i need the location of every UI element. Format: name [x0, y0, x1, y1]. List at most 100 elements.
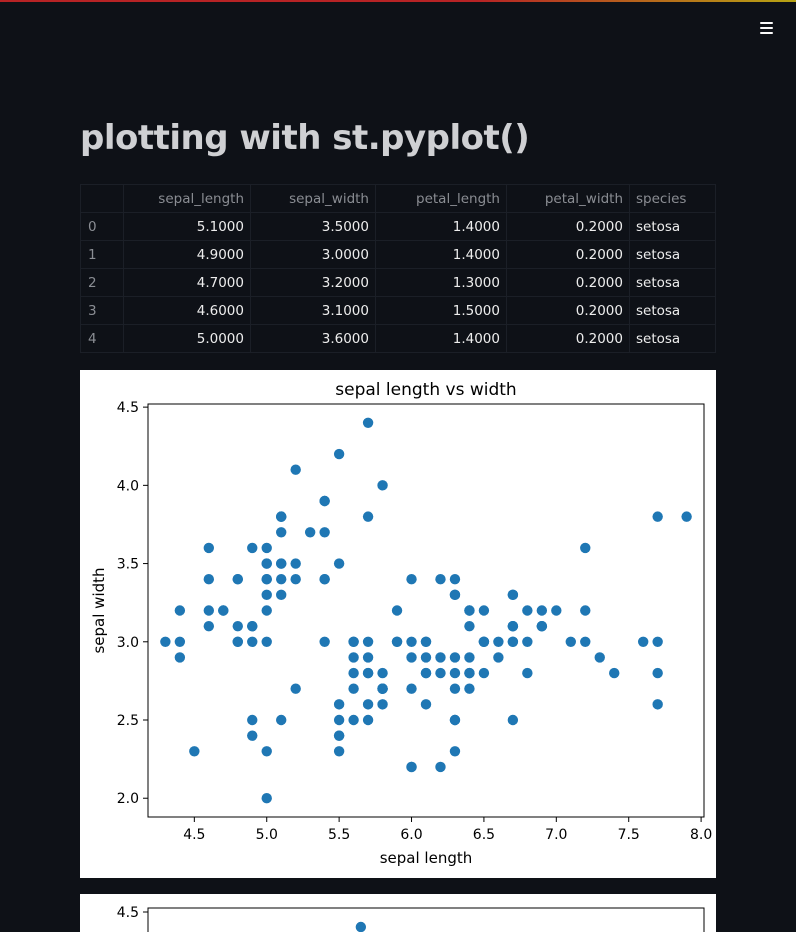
table-cell: 3.1000 — [250, 296, 376, 325]
data-point — [189, 746, 200, 757]
data-point — [304, 527, 316, 538]
data-point — [536, 605, 548, 616]
data-point — [435, 652, 446, 663]
chart-title: sepal length vs width — [335, 380, 516, 400]
column-header[interactable]: petal_width — [506, 184, 630, 213]
data-point — [247, 636, 258, 647]
column-header[interactable]: sepal_length — [123, 184, 251, 213]
data-point — [261, 558, 272, 569]
data-point — [464, 605, 475, 616]
data-point — [333, 746, 345, 757]
data-point — [247, 620, 258, 632]
data-point — [377, 699, 388, 710]
data-point — [507, 589, 519, 601]
data-point — [420, 699, 432, 710]
data-point — [261, 793, 272, 804]
data-point — [609, 667, 620, 679]
plot-frame — [147, 907, 705, 932]
table-cell: 4.9000 — [123, 240, 251, 269]
data-point — [406, 636, 417, 647]
column-header[interactable]: sepal_width — [250, 184, 376, 213]
data-point — [435, 761, 446, 773]
hamburger-menu-icon[interactable] — [752, 14, 780, 42]
dataframe-table[interactable]: sepal_length sepal_width petal_length pe… — [80, 184, 716, 353]
x-tick-label: 8.0 — [690, 827, 712, 843]
data-point — [333, 699, 345, 710]
table-cell: 3.0000 — [250, 240, 376, 269]
scatter-plot-svg: sepal length vs width 4.5 5.0 5.5 6.0 6.5 7.0 7… — [90, 380, 712, 867]
data-point — [319, 574, 330, 585]
data-point — [478, 605, 490, 616]
data-point — [391, 636, 403, 647]
table-cell: 1.4000 — [375, 240, 507, 269]
data-point — [174, 636, 186, 647]
table-cell: 1.4000 — [375, 324, 507, 353]
data-point — [377, 683, 388, 694]
data-point — [478, 636, 490, 647]
data-point — [348, 714, 359, 726]
table-cell: 3.2000 — [250, 268, 376, 297]
data-point — [435, 667, 446, 679]
data-point — [435, 574, 446, 585]
data-point — [362, 714, 374, 726]
x-tick-label: 4.5 — [183, 827, 205, 843]
table-row: 4 5.0000 3.6000 1.4000 0.2000 setosa — [80, 324, 716, 353]
data-point — [522, 605, 533, 616]
column-header[interactable]: petal_length — [375, 184, 507, 213]
data-point — [362, 699, 374, 710]
row-index: 4 — [80, 324, 124, 353]
x-tick-label: 6.0 — [400, 827, 422, 843]
data-point — [464, 683, 475, 694]
data-point — [652, 699, 663, 710]
data-point — [464, 652, 475, 663]
data-point — [406, 761, 417, 773]
table-header-row: sepal_length sepal_width petal_length pe… — [80, 184, 716, 213]
table-cell: setosa — [629, 268, 716, 297]
data-point — [478, 667, 490, 679]
table-cell: 1.4000 — [375, 212, 507, 241]
table-cell: setosa — [629, 324, 716, 353]
row-index: 2 — [80, 268, 124, 297]
row-index: 1 — [80, 240, 124, 269]
data-point — [319, 495, 330, 507]
table-cell: 0.2000 — [506, 324, 630, 353]
data-point — [362, 511, 374, 522]
data-point — [565, 636, 576, 647]
data-point — [232, 636, 243, 647]
data-point — [449, 714, 461, 726]
data-point — [290, 683, 301, 694]
data-point — [276, 589, 287, 601]
y-tick-label: 4.5 — [117, 905, 139, 921]
data-point — [580, 605, 591, 616]
x-axis-label: sepal length — [380, 849, 473, 867]
data-point — [261, 605, 272, 616]
data-point — [261, 542, 272, 554]
table-cell: setosa — [629, 212, 716, 241]
data-point — [652, 511, 663, 522]
data-point — [290, 574, 301, 585]
table-cell: 4.6000 — [123, 296, 251, 325]
data-point — [449, 574, 461, 585]
data-point — [319, 527, 330, 538]
data-point — [160, 636, 171, 647]
data-point — [348, 683, 359, 694]
data-point — [362, 652, 374, 663]
x-tick-label: 6.5 — [473, 827, 495, 843]
y-tick-label: 2.5 — [117, 713, 139, 729]
data-point — [493, 636, 504, 647]
column-header[interactable]: species — [629, 184, 716, 213]
data-point — [449, 683, 461, 694]
data-point — [507, 636, 519, 647]
data-point — [580, 542, 591, 554]
page-title: plotting with st.pyplot() — [80, 118, 530, 158]
table-cell: setosa — [629, 240, 716, 269]
data-point — [261, 746, 272, 757]
table-cell: 5.1000 — [123, 212, 251, 241]
data-point — [406, 683, 417, 694]
data-point — [594, 652, 605, 663]
data-point — [333, 730, 345, 741]
data-point — [203, 574, 215, 585]
table-cell: 0.2000 — [506, 296, 630, 325]
data-point — [290, 558, 301, 569]
data-point — [276, 714, 287, 726]
